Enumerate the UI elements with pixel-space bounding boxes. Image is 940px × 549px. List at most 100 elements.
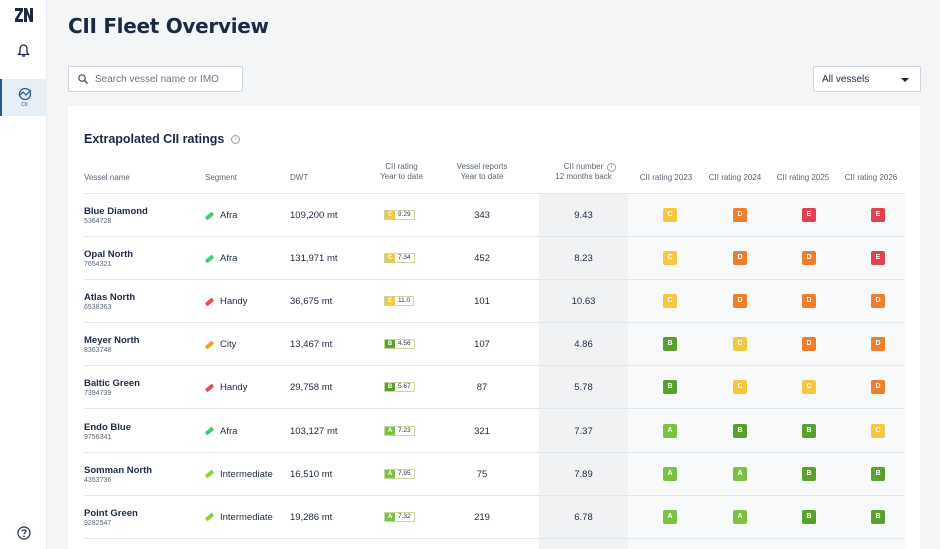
table-row[interactable]: Point Green 9282547 Intermediate 19,286 mt A… (84, 496, 904, 539)
cii-rating-badge-2025: B (802, 423, 816, 438)
col-vessel-reports-line2: Year to date (460, 172, 504, 181)
bell-icon (17, 44, 30, 57)
ytd-value: 7.95 (398, 469, 411, 477)
vessel-name[interactable]: Endo Blue (84, 421, 131, 433)
cii-number-value: 6.78 (574, 511, 593, 523)
vessel-name[interactable]: Blue Diamond (84, 206, 148, 217)
cii-rating-badge-2025: B (802, 509, 816, 524)
vessel-cell: Opal North 7654321 (84, 249, 133, 268)
cii-rating-badge-2025: D (802, 251, 816, 266)
table-row[interactable]: Baltic Green 7394739 Handy 29,758 mt B 5.67 87… (84, 366, 904, 410)
sidebar-item-label: CII (21, 102, 28, 108)
segment-icon (204, 383, 215, 393)
search-box[interactable] (68, 66, 243, 92)
table-row[interactable]: Blue Diamond 5364728 Afra 109,200 mt C 9.29 34… (84, 194, 904, 237)
vessel-reports-value: 107 (474, 339, 490, 351)
cii-rating-badge-2024: D (733, 294, 747, 309)
vessel-name[interactable]: Opal North (84, 249, 134, 261)
info-icon[interactable]: i (607, 163, 616, 172)
cii-rating-badge-2023: B (663, 337, 677, 352)
cii-number-value: 5.78 (574, 382, 593, 394)
ytd-grade: C (385, 254, 395, 263)
segment-cell: Handy (204, 296, 248, 308)
cii-rating-badge-2025: E (802, 208, 816, 222)
cii-number-value: 8.23 (574, 253, 593, 265)
cii-rating-badge-2025: B (802, 466, 816, 481)
dwt-value: 29,758 mt (290, 382, 333, 394)
vessel-reports-value: 75 (476, 468, 488, 480)
sidebar-item-cii[interactable]: CII (0, 79, 47, 116)
segment-label: Afra (220, 425, 238, 437)
cii-rating-badge-2023: A (663, 466, 677, 481)
cii-rating-badge-2023: A (663, 423, 677, 438)
col-vessel-reports-line1: Vessel reports (456, 162, 508, 171)
cii-rating-badge-2023: B (663, 380, 677, 395)
segment-icon (204, 297, 215, 307)
vessel-cell: Baltic Green 7394739 (84, 378, 140, 397)
ytd-value: 7.32 (398, 512, 411, 520)
vessel-name[interactable]: Meyer North (84, 335, 140, 347)
vessel-filter-select[interactable]: All vessels (813, 66, 921, 92)
col-ytd-rating[interactable]: CII rating Year to date (364, 162, 439, 182)
sidebar-item-help[interactable] (0, 522, 47, 544)
col-rating-2025[interactable]: CII rating 2025 (776, 173, 830, 182)
cii-rating-badge-2023: C (663, 251, 677, 266)
ytd-rating: B 4.56 (384, 339, 415, 350)
col-rating-2024[interactable]: CII rating 2024 (708, 173, 762, 182)
ytd-rating: C 7.34 (384, 253, 415, 264)
cii-rating-badge-2025: D (802, 337, 816, 352)
vessel-reports-value: 219 (474, 511, 490, 523)
table-row[interactable]: Somman North 4353736 Intermediate 16,510 mt… (84, 453, 904, 496)
cii-rating-badge-2026: E (871, 208, 885, 222)
vessel-cell: Endo Blue 9756341 (84, 422, 131, 441)
col-ytd-rating-line2: Year to date (380, 172, 423, 181)
cii-number-value: 7.89 (574, 468, 593, 480)
vessel-imo: 9282547 (84, 519, 112, 527)
segment-icon (204, 211, 215, 220)
vessel-name[interactable]: Point Green (84, 507, 138, 519)
search-input[interactable] (95, 73, 235, 85)
cii-number-value: 10.63 (571, 296, 596, 308)
col-vessel-name[interactable]: Vessel name (84, 173, 130, 182)
segment-icon (204, 469, 215, 479)
col-dwt[interactable]: DWT (290, 173, 309, 182)
table-row[interactable]: Endo Blue 9756341 Afra 103,127 mt A 7.23 321 7.… (84, 410, 904, 453)
ytd-value: 9.29 (398, 211, 411, 218)
ytd-grade: A (385, 512, 395, 521)
col-cii-number[interactable]: CII number 12 months back (544, 162, 623, 182)
col-cii-number-line2: 12 months back (555, 172, 612, 181)
col-vessel-reports[interactable]: Vessel reports Year to date (442, 162, 522, 182)
ytd-grade: C (385, 297, 395, 306)
vessel-name[interactable]: Baltic Green (84, 378, 140, 390)
cii-icon (18, 87, 31, 101)
segment-label: Handy (220, 296, 248, 308)
col-rating-2023[interactable]: CII rating 2023 (639, 173, 693, 182)
col-segment[interactable]: Segment (205, 173, 238, 182)
col-rating-2026[interactable]: CII rating 2026 (844, 173, 898, 182)
dwt-value: 19,286 mt (290, 511, 333, 523)
segment-cell: Afra (204, 210, 237, 221)
vessel-imo: 5364728 (84, 218, 112, 225)
cii-rating-badge-2026: E (871, 251, 885, 266)
cii-rating-badge-2023: C (663, 208, 677, 222)
ytd-rating: C 11.0 (384, 296, 415, 307)
table-row[interactable]: Opal North 7654321 Afra 131,971 mt C 7.34 452 8… (84, 237, 904, 281)
sidebar-item-notifications[interactable] (0, 40, 47, 62)
vessel-name[interactable]: Atlas North (84, 292, 136, 304)
dwt-value: 131,971 mt (290, 253, 338, 265)
col-cii-number-line1: CII number (563, 162, 604, 171)
cii-rating-badge-2025: D (802, 294, 816, 309)
info-icon[interactable]: i (231, 134, 241, 144)
segment-cell: Afra (204, 253, 237, 264)
table-row[interactable]: Atlas North 6538363 Handy 36,675 mt C 11.0 101… (84, 280, 904, 324)
ytd-value: 11.0 (398, 297, 411, 305)
cii-number-value: 9.43 (574, 210, 593, 221)
cii-rating-badge-2024: D (733, 208, 747, 222)
vessel-imo: 7394739 (84, 390, 112, 398)
vessel-name[interactable]: Somman North (84, 464, 153, 476)
ytd-value: 4.56 (398, 340, 411, 348)
ytd-rating: C 9.29 (384, 210, 415, 220)
cii-rating-badge-2025: C (802, 380, 816, 395)
table-row[interactable]: Meyer North 8363748 City 13,467 mt B 4.56 107 4… (84, 323, 904, 367)
app-logo[interactable] (14, 6, 34, 24)
